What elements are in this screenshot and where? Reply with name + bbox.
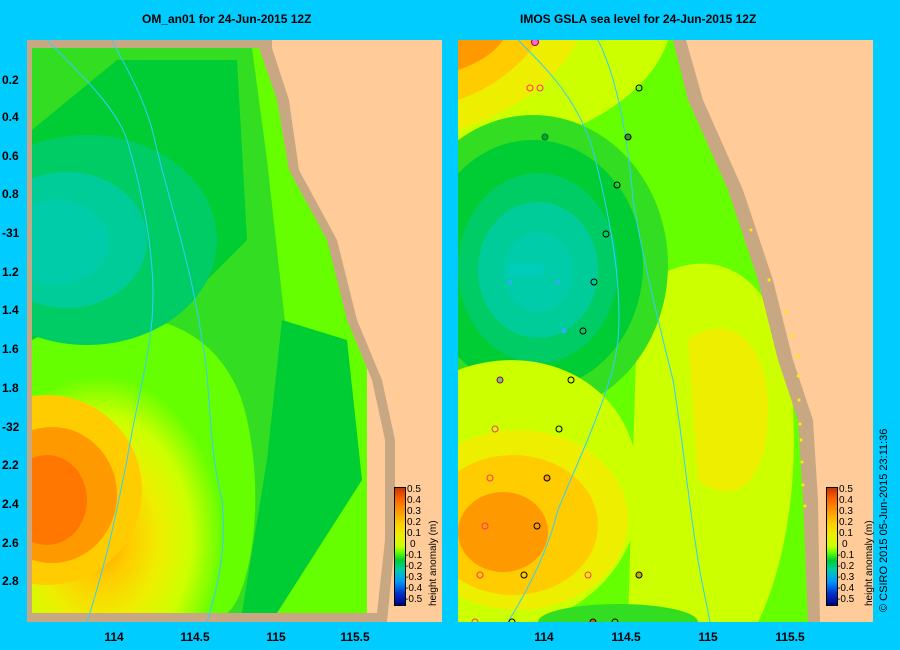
y-tick-label: 0.8 <box>2 187 19 201</box>
colorbar-tick-label: 0.5 <box>407 484 421 495</box>
y-tick-label: 2.2 <box>2 458 19 472</box>
x-tick-label: 114 <box>104 630 124 644</box>
colorbar-tick-label: 0.1 <box>407 528 421 539</box>
x-tick-label: 115.5 <box>775 630 805 644</box>
y-tick-label: 2.6 <box>2 536 19 550</box>
colorbar-tick-label: -0.4 <box>837 583 855 594</box>
right-colorbar <box>826 487 838 606</box>
colorbar-tick-label: 0.3 <box>407 506 421 517</box>
colorbar-tick-label: -0.3 <box>837 572 855 583</box>
right-colorbar-title: height anomaly (m) <box>864 520 875 606</box>
y-tick-label: 2.4 <box>2 497 19 511</box>
y-tick-label: 1.8 <box>2 381 19 395</box>
x-tick-label: 115 <box>266 630 286 644</box>
left-map-title: OM_an01 for 24-Jun-2015 12Z <box>142 12 312 26</box>
colorbar-tick-label: -0.1 <box>837 550 855 561</box>
copyright-text: © CSIRO 2015 05-Jun-2015 23:11:36 <box>878 428 890 612</box>
y-tick-label: 0.4 <box>2 110 19 124</box>
right-map-field <box>458 40 873 622</box>
x-tick-label: 115 <box>698 630 718 644</box>
left-colorbar-title: height anomaly (m) <box>428 520 439 606</box>
colorbar-tick-label: 0 <box>410 539 416 550</box>
colorbar-tick-label: -0.2 <box>405 561 423 572</box>
y-tick-label: 0.6 <box>2 149 19 163</box>
colorbar-tick-label: 0.2 <box>839 517 853 528</box>
colorbar-tick-label: -0.3 <box>405 572 423 583</box>
y-tick-label: -31 <box>2 226 20 240</box>
colorbar-tick-label: -0.1 <box>405 550 423 561</box>
x-tick-label: 115.5 <box>340 630 370 644</box>
colorbar-tick-label: 0.1 <box>839 528 853 539</box>
y-tick-label: 1.2 <box>2 265 19 279</box>
colorbar-tick-label: -0.2 <box>837 561 855 572</box>
y-tick-label: 1.6 <box>2 342 19 356</box>
left-map-field <box>27 40 442 622</box>
y-tick-label: 0.2 <box>2 73 19 87</box>
y-tick-label: 1.4 <box>2 303 19 317</box>
colorbar-tick-label: 0.5 <box>839 484 853 495</box>
left-map-panel <box>27 40 442 622</box>
colorbar-tick-label: 0 <box>842 539 848 550</box>
colorbar-tick-label: 0.3 <box>839 506 853 517</box>
x-tick-label: 114 <box>534 630 554 644</box>
colorbar-tick-label: -0.5 <box>837 594 855 605</box>
colorbar-tick-label: 0.2 <box>407 517 421 528</box>
colorbar-tick-label: -0.5 <box>405 594 423 605</box>
right-map-title: IMOS GSLA sea level for 24-Jun-2015 12Z <box>520 12 757 26</box>
y-tick-label: 2.8 <box>2 574 19 588</box>
colorbar-tick-label: 0.4 <box>839 495 853 506</box>
y-tick-label: -32 <box>2 420 20 434</box>
colorbar-tick-label: 0.4 <box>407 495 421 506</box>
colorbar-tick-label: -0.4 <box>405 583 423 594</box>
left-colorbar <box>394 487 406 606</box>
x-tick-label: 114.5 <box>180 630 210 644</box>
right-map-panel <box>458 40 873 622</box>
x-tick-label: 114.5 <box>611 630 641 644</box>
